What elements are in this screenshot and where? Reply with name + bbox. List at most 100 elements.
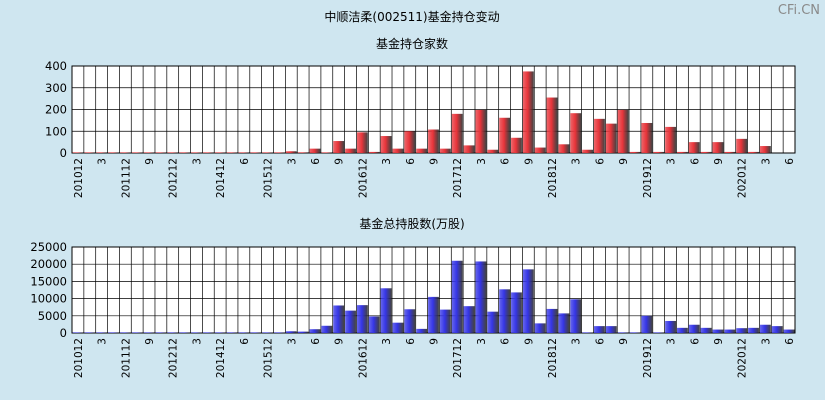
chart1-bar <box>309 148 321 153</box>
chart2-bar <box>641 315 653 333</box>
chart1-y-tick-label: 300 <box>45 81 67 95</box>
chart1-bar <box>297 152 309 153</box>
chart2-bar <box>155 332 167 333</box>
chart1-bar <box>368 151 380 153</box>
chart2-bar <box>629 332 641 333</box>
fund-count-chart: 0 100 200 300 400 201012 3 201112 9 201212 3 201412… <box>45 59 796 198</box>
chart1-y-tick-label: 0 <box>60 146 67 160</box>
chart2-bar <box>84 332 96 333</box>
chart2-bar <box>759 324 771 333</box>
chart2-x-tick-label: 3 <box>381 338 393 345</box>
chart1-bar <box>522 71 534 153</box>
watermark: CFi.CN <box>778 3 820 18</box>
chart2-bar <box>748 327 759 333</box>
chart2-bar <box>202 332 214 333</box>
chart1-bar <box>641 122 653 153</box>
chart1-y-tick-label: 100 <box>45 124 67 138</box>
chart1-x-tick-label: 3 <box>191 158 203 165</box>
chart2-x-tick-label: 9 <box>523 338 535 345</box>
chart1-x-tick-label: 3 <box>476 158 488 165</box>
chart1-x-tick-label: 6 <box>689 158 701 165</box>
chart2-x-tick-label: 6 <box>310 338 322 345</box>
chart1-bar <box>191 152 202 153</box>
chart1-x-tick-label: 6 <box>594 158 606 165</box>
chart1-bar <box>558 144 570 153</box>
chart1-bar <box>534 147 546 153</box>
chart1-bar <box>759 146 771 153</box>
chart2-bar <box>511 292 522 333</box>
chart1-y-tick-label: 400 <box>45 59 67 73</box>
chart2-x-tick-label: 6 <box>784 338 796 345</box>
chart2-bar <box>428 296 439 333</box>
chart1-bar <box>72 152 84 153</box>
chart2-x-tick-label: 201112 <box>120 338 132 378</box>
chart1-bar <box>736 138 748 153</box>
chart2-x-tick-label: 202012 <box>737 338 749 378</box>
chart1-x-tick-label: 201412 <box>215 158 227 198</box>
chart1-x-tick-label: 9 <box>523 158 535 165</box>
chart2-x-tick-label: 9 <box>618 338 630 345</box>
chart2-bar <box>605 326 617 333</box>
chart1-bar <box>499 117 511 153</box>
chart1-bar <box>143 152 155 153</box>
chart-1-title: 基金持仓家数 <box>376 36 448 51</box>
chart1-bar <box>262 152 273 153</box>
chart1-bar <box>214 152 226 153</box>
chart2-bar <box>475 261 487 333</box>
chart1-bar <box>451 113 463 153</box>
chart2-bar <box>285 331 297 333</box>
chart1-bar <box>333 141 345 153</box>
chart2-bar <box>368 316 380 333</box>
chart1-bar <box>179 152 191 153</box>
chart1-bar <box>712 142 724 153</box>
chart1-bar <box>605 123 617 153</box>
chart2-bar <box>214 332 226 333</box>
chart1-x-tick-label: 3 <box>571 158 583 165</box>
chart1-x-tick-label: 201712 <box>452 158 464 198</box>
chart1-bar <box>475 109 487 153</box>
chart2-bar <box>250 332 262 333</box>
chart2-x-tick-label: 201212 <box>168 338 180 378</box>
chart1-bar <box>273 152 285 153</box>
chart1-bar <box>463 145 475 153</box>
chart2-bar <box>72 332 84 333</box>
chart1-bar <box>392 148 404 153</box>
chart2-bar <box>439 309 451 333</box>
chart1-x-tick-label: 9 <box>334 158 346 165</box>
chart2-bar <box>262 332 273 333</box>
chart1-bar <box>84 152 96 153</box>
chart2-bar <box>570 299 582 333</box>
chart2-bar <box>273 332 285 333</box>
chart2-bar <box>712 329 724 333</box>
chart2-bar <box>451 260 463 333</box>
chart2-bar <box>534 323 546 333</box>
chart1-bar <box>238 152 250 153</box>
chart1-bar <box>724 151 736 153</box>
chart2-x-tick-label: 201812 <box>547 338 559 378</box>
chart2-bar <box>463 306 475 333</box>
chart1-bar <box>487 149 499 153</box>
chart1-x-tick-label: 6 <box>405 158 417 165</box>
chart2-x-tick-label: 201712 <box>452 338 464 378</box>
chart2-x-tick-label: 9 <box>144 338 156 345</box>
chart2-bar <box>108 332 119 333</box>
chart2-y-tick-label: 10000 <box>30 292 67 306</box>
chart1-bar <box>96 152 108 153</box>
chart2-x-tick-label: 3 <box>97 338 109 345</box>
chart2-x-tick-label: 3 <box>476 338 488 345</box>
chart2-x-tick-label: 3 <box>191 338 203 345</box>
chart1-bar <box>356 132 368 153</box>
chart2-bar <box>594 326 605 333</box>
chart1-bar <box>700 151 712 153</box>
chart2-bar <box>487 311 499 333</box>
chart2-x-tick-label: 201412 <box>215 338 227 378</box>
chart2-y-tick-label: 0 <box>60 326 67 340</box>
chart2-bar <box>309 329 321 333</box>
chart1-x-tick-label: 6 <box>239 158 251 165</box>
chart2-y-tick-label: 15000 <box>30 274 67 288</box>
chart2-x-tick-label: 9 <box>713 338 725 345</box>
chart2-bar <box>546 308 558 333</box>
chart2-x-tick-label: 201912 <box>642 338 654 378</box>
chart2-x-tick-label: 6 <box>500 338 512 345</box>
chart1-bar <box>131 152 143 153</box>
